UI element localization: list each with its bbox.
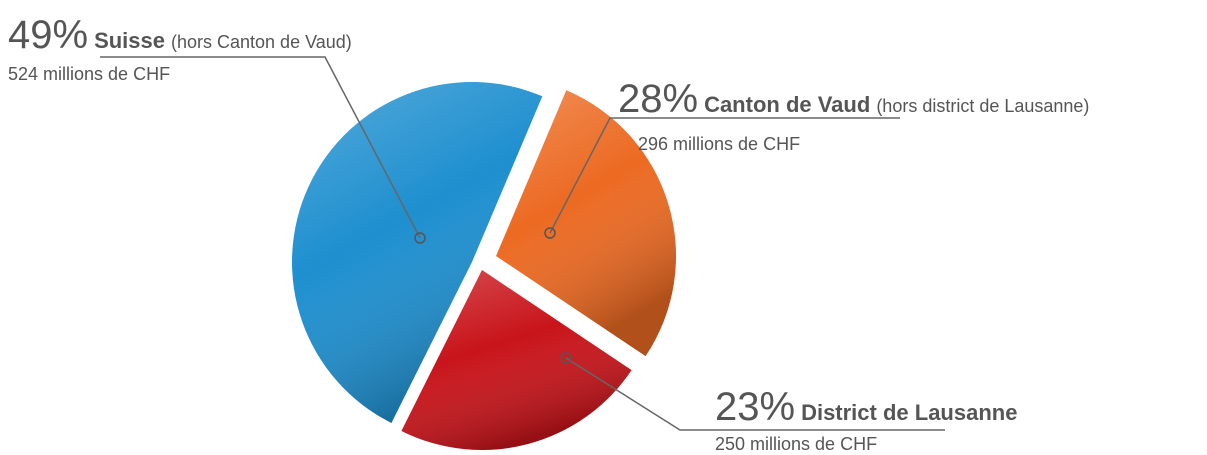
slice-label: 49% Suisse (hors Canton de Vaud)	[8, 13, 352, 57]
category-detail: 250 millions de CHF	[715, 434, 877, 454]
leader-line	[100, 56, 421, 239]
leader-dot	[414, 232, 426, 244]
slice-shade	[291, 81, 543, 423]
leader-line	[565, 357, 945, 431]
category-detail: 524 millions de CHF	[8, 64, 170, 84]
leader-line	[549, 117, 900, 234]
category-name: District de Lausanne	[801, 400, 1017, 425]
category-note: (hors Canton de Vaud)	[171, 32, 352, 52]
percent-label: 49%	[8, 13, 88, 57]
pie	[291, 81, 677, 450]
slice-label: 28% Canton de Vaud (hors district de Lausa…	[618, 77, 1089, 121]
percent-label: 23%	[715, 385, 795, 429]
slice-shade	[401, 270, 632, 450]
leader-dot	[560, 352, 572, 364]
category-detail: 296 millions de CHF	[638, 134, 800, 154]
category-name: Canton de Vaud	[704, 92, 870, 117]
slice-shade	[496, 90, 677, 357]
percent-label: 28%	[618, 77, 698, 121]
category-name: Suisse	[94, 28, 165, 53]
labels: 49% Suisse (hors Canton de Vaud)524 millio…	[8, 13, 1089, 454]
category-note: (hors district de Lausanne)	[876, 96, 1089, 116]
leader-dot	[544, 227, 556, 239]
slice-label: 23% District de Lausanne	[715, 385, 1017, 429]
